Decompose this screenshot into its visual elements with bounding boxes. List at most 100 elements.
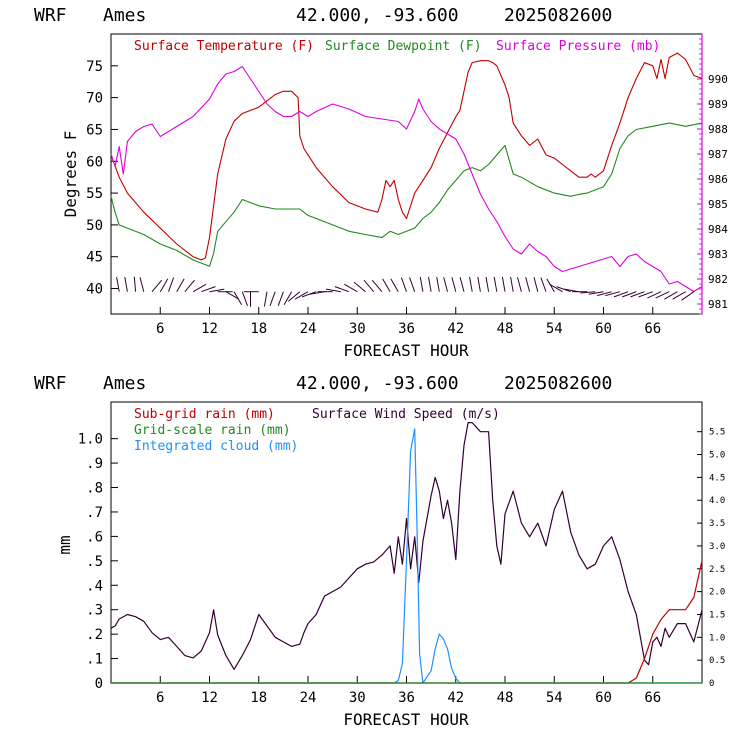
y-tick-label: .8 (86, 481, 103, 497)
top-header-date: 2025082600 (504, 5, 612, 26)
wind-barb (647, 291, 662, 299)
top-left-axis: 40 45 50 55 60 65 70 75 (86, 59, 118, 298)
x-tick-label: 12 (201, 321, 218, 337)
wind-barb (459, 277, 465, 292)
wind-barb (549, 283, 563, 293)
right-tick-label: 985 (708, 198, 728, 211)
wind-barb (192, 283, 207, 293)
x-tick-label: 66 (644, 321, 661, 337)
x-tick-label: 54 (546, 321, 563, 337)
wind-barb (363, 279, 375, 293)
right-tick-label: 0.5 (709, 656, 725, 666)
x-tick-label: 30 (349, 321, 366, 337)
wind-barb (517, 277, 522, 292)
x-tick-label: 48 (497, 321, 514, 337)
wind-barb (436, 276, 440, 292)
wind-barb (301, 291, 317, 298)
dewpoint-line (110, 122, 703, 267)
wind-barb (382, 278, 391, 292)
wind-barb (124, 276, 128, 292)
wind-barbs (116, 276, 695, 307)
right-tick-label: 5.5 (709, 428, 725, 438)
y-tick-label: 65 (86, 122, 103, 138)
top-right-axis: 981 982 983 984 985 986 987 988 989 990 (697, 38, 728, 315)
right-tick-label: 989 (708, 98, 728, 111)
y-tick-label: .5 (86, 554, 103, 570)
wind-barb (326, 288, 341, 293)
y-tick-label: 55 (86, 186, 103, 202)
wind-barb (133, 276, 137, 292)
legend-temperature: Surface Temperature (F) (134, 39, 314, 54)
x-tick-label: 24 (300, 321, 317, 337)
right-tick-label: 984 (708, 223, 728, 236)
bottom-header-date: 2025082600 (504, 373, 612, 394)
right-tick-label: 2.0 (709, 588, 725, 598)
wind-barb (451, 277, 457, 292)
wind-barb (510, 276, 514, 292)
right-tick-label: 986 (708, 173, 728, 186)
wind-barb (159, 278, 169, 292)
wind-barb (580, 291, 596, 294)
y-tick-label: .3 (86, 603, 103, 619)
bottom-left-axis: 0 .1 .2 .3 .4 .5 .6 .7 .8 .9 1.0 (78, 432, 118, 692)
wind-barb (664, 291, 678, 300)
wind-barb (283, 291, 293, 305)
wind-barb (428, 276, 432, 292)
right-tick-label: 988 (708, 123, 728, 136)
x-tick-label: 18 (250, 321, 267, 337)
wind-barb (151, 279, 163, 293)
x-tick-label: 6 (156, 321, 164, 337)
wind-barb (477, 276, 481, 292)
y-tick-label: .4 (86, 578, 103, 594)
top-series-group (110, 52, 703, 293)
y-tick-label: 60 (86, 154, 103, 170)
right-tick-label: 3.0 (709, 542, 725, 552)
y-tick-label: 0 (95, 676, 103, 692)
legend-gridscale-rain: Grid-scale rain (mm) (134, 423, 291, 438)
wind-barb (597, 291, 612, 297)
right-tick-label: 1.0 (709, 633, 725, 643)
wind-barb (371, 279, 383, 293)
wind-barb (443, 277, 448, 292)
x-tick-label: 54 (546, 690, 563, 706)
wind-barb (655, 291, 670, 299)
bottom-header-model: WRF (34, 373, 67, 394)
wind-barb (588, 291, 604, 295)
wind-barb (353, 281, 366, 293)
wind-barb (556, 286, 571, 293)
x-tick-label: 66 (644, 690, 661, 706)
y-tick-label: .1 (86, 652, 103, 668)
right-tick-label: 1.5 (709, 610, 725, 620)
x-tick-label: 42 (447, 690, 464, 706)
wind-barb (409, 277, 416, 292)
y-tick-label: 45 (86, 250, 103, 266)
right-tick-label: 4.5 (709, 473, 725, 483)
wind-barb (201, 286, 216, 293)
wind-barb (605, 291, 621, 297)
y-tick-label: 50 (86, 218, 103, 234)
wind-barb (485, 276, 490, 292)
wind-barb (334, 286, 350, 293)
wind-barb (209, 288, 225, 293)
wind-barb (390, 278, 399, 292)
right-tick-label: 981 (708, 298, 728, 311)
wind-barb (672, 291, 686, 300)
x-tick-label: 30 (349, 690, 366, 706)
legend-pressure: Surface Pressure (mb) (496, 39, 660, 54)
wind-barb (681, 291, 695, 301)
bottom-header-coords: 42.000, -93.600 (296, 373, 459, 394)
wind-barb (469, 276, 473, 292)
bottom-panel: WRF Ames 42.000, -93.600 2025082600 Sub-… (34, 373, 725, 729)
legend-dewpoint: Surface Dewpoint (F) (325, 39, 482, 54)
bottom-y-axis-label: mm (55, 535, 74, 554)
subgrid-rain-line (111, 560, 703, 684)
wind-barb (294, 291, 309, 300)
bottom-right-axis: 0 0.5 1.0 1.5 2.0 2.5 3.0 3.5 4.0 4.5 5.0 5.5 (697, 428, 725, 689)
temperature-line (110, 52, 703, 261)
y-tick-label: .6 (86, 529, 103, 545)
right-tick-label: 2.5 (709, 565, 725, 575)
wind-barb (400, 277, 407, 292)
top-header-coords: 42.000, -93.600 (296, 5, 459, 26)
wind-barb (525, 277, 531, 292)
